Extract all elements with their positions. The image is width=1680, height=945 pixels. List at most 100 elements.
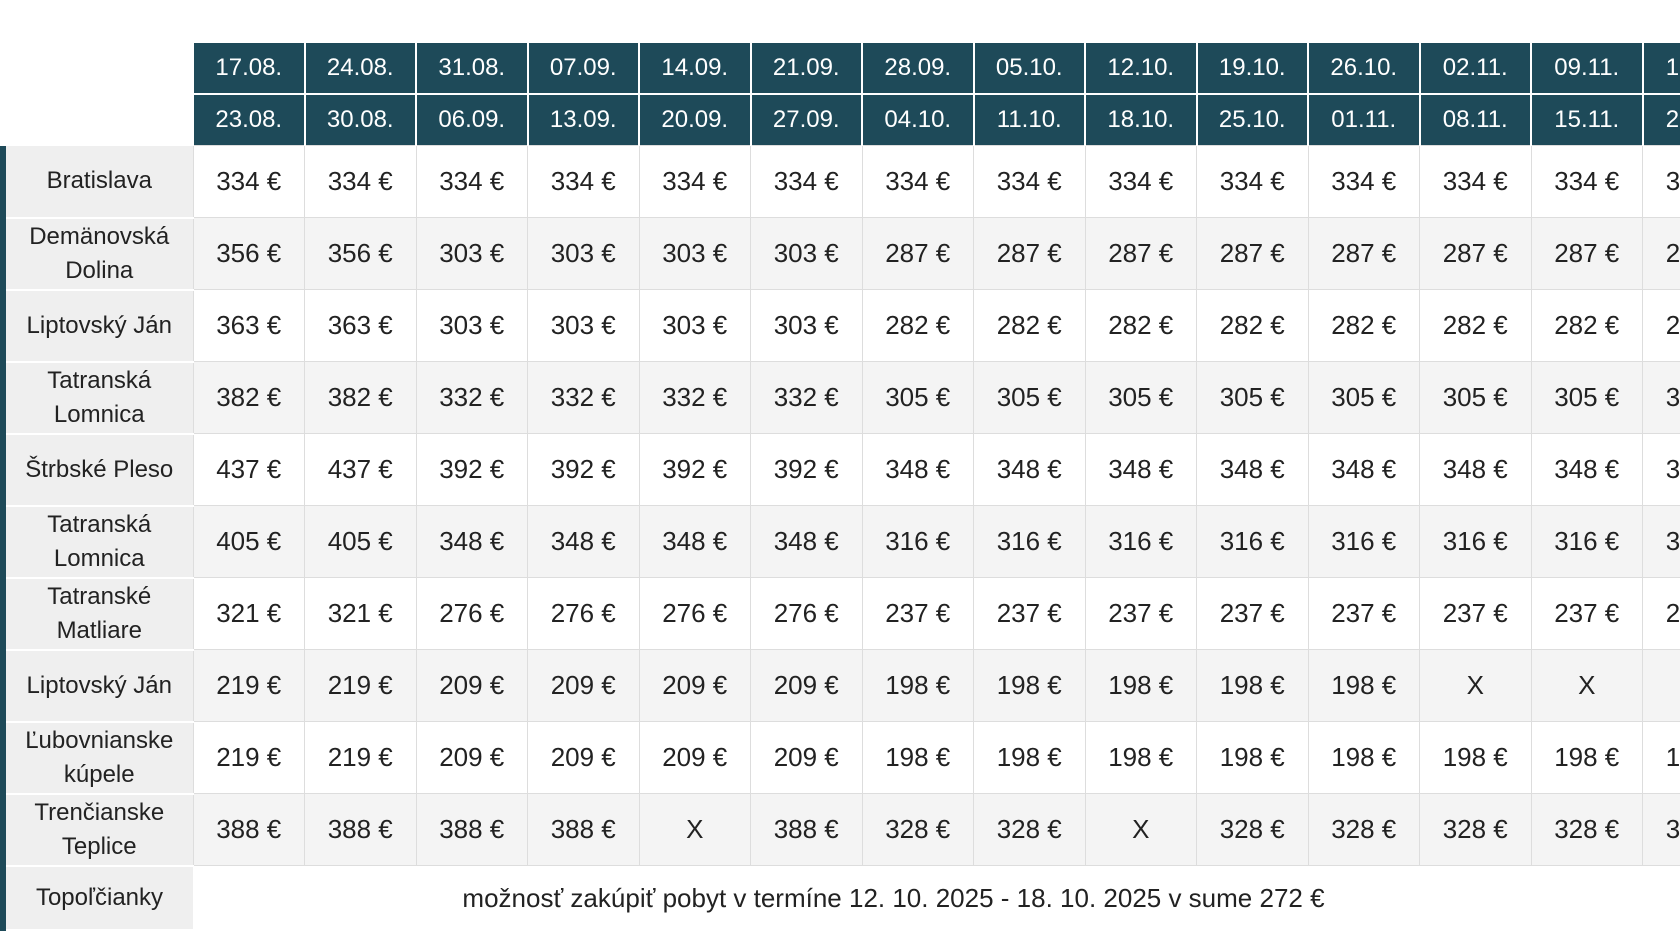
price-cell: 209 € xyxy=(527,649,640,722)
price-cell: 316 € xyxy=(1196,505,1309,578)
date-from: 16.11. xyxy=(1641,43,1680,94)
date-to: 01.11. xyxy=(1307,93,1421,146)
price-cell: 316 € xyxy=(1530,505,1643,578)
price-cell: 382 € xyxy=(304,361,417,434)
price-cell: 388 € xyxy=(750,793,863,866)
price-cell: 388 € xyxy=(527,793,640,866)
price-cell: 328 € xyxy=(973,793,1086,866)
price-cell: 334 € xyxy=(1084,145,1197,218)
price-cell: 334 € xyxy=(415,145,528,218)
price-table: 17.08. 24.08. 31.08. 07.09. 14.09. 21.09. 28.0… xyxy=(0,43,1680,931)
price-cell: 282 € xyxy=(861,289,974,362)
date-to: 06.09. xyxy=(415,93,529,146)
date-from: 17.08. xyxy=(192,43,306,94)
price-row: Liptovský Ján 219 €219 €209 €209 €209 €20… xyxy=(0,649,1680,723)
price-cell: 287 € xyxy=(1642,217,1680,290)
price-cell: 305 € xyxy=(1642,361,1680,434)
price-cell: 287 € xyxy=(973,217,1086,290)
price-cell: 332 € xyxy=(638,361,751,434)
price-cell: 392 € xyxy=(415,433,528,506)
price-cell: 382 € xyxy=(192,361,305,434)
price-cell: 209 € xyxy=(415,721,528,794)
date-from: 21.09. xyxy=(749,43,863,94)
price-cell: 348 € xyxy=(1642,433,1680,506)
price-cell: 287 € xyxy=(1084,217,1197,290)
price-cell: 316 € xyxy=(1084,505,1197,578)
price-cell: 305 € xyxy=(973,361,1086,434)
price-cell: 392 € xyxy=(750,433,863,506)
price-cell: 303 € xyxy=(750,217,863,290)
price-cell: 303 € xyxy=(638,217,751,290)
footer-note: možnosť zakúpiť pobyt v termíne 12. 10. … xyxy=(462,882,1325,913)
price-cell: 334 € xyxy=(750,145,863,218)
row-label: Liptovský Ján xyxy=(0,649,193,723)
date-from: 07.09. xyxy=(526,43,640,94)
price-row: Tatranské Matliare 321 €321 €276 €276 €27… xyxy=(0,577,1680,651)
price-cell: 348 € xyxy=(1196,433,1309,506)
price-cell: 348 € xyxy=(1084,433,1197,506)
price-cell: 348 € xyxy=(415,505,528,578)
row-label: Tatranské Matliare xyxy=(0,577,193,651)
price-cell: 348 € xyxy=(750,505,863,578)
price-cell: 348 € xyxy=(1419,433,1532,506)
price-cell: 303 € xyxy=(527,217,640,290)
price-cell: 282 € xyxy=(1307,289,1420,362)
price-cell: 437 € xyxy=(304,433,417,506)
price-cell: 198 € xyxy=(861,649,974,722)
price-cell: X xyxy=(638,793,751,866)
price-cell: 328 € xyxy=(1419,793,1532,866)
price-cell: 198 € xyxy=(1307,721,1420,794)
price-cell: 334 € xyxy=(1530,145,1643,218)
price-cell: 198 € xyxy=(1196,649,1309,722)
row-label: Bratislava xyxy=(0,145,193,219)
price-cell: 209 € xyxy=(750,649,863,722)
price-cell: 334 € xyxy=(1196,145,1309,218)
price-cell: 316 € xyxy=(1307,505,1420,578)
date-from: 24.08. xyxy=(303,43,417,94)
price-cell: 287 € xyxy=(1530,217,1643,290)
price-row: Trenčianske Teplice 388 €388 €388 €388 € X… xyxy=(0,793,1680,867)
price-cell: 276 € xyxy=(638,577,751,650)
price-cell: 237 € xyxy=(1196,577,1309,650)
price-cell: 348 € xyxy=(638,505,751,578)
row-label: Tatranská Lomnica xyxy=(0,361,193,435)
price-cell: 237 € xyxy=(861,577,974,650)
date-from: 26.10. xyxy=(1307,43,1421,94)
price-cell: 276 € xyxy=(527,577,640,650)
price-cell: 334 € xyxy=(192,145,305,218)
price-cell: 316 € xyxy=(1642,505,1680,578)
price-cell: 282 € xyxy=(973,289,1086,362)
blank-corner xyxy=(3,43,193,94)
price-cell: 305 € xyxy=(1530,361,1643,434)
price-cell: 237 € xyxy=(1530,577,1643,650)
price-cell: 219 € xyxy=(192,649,305,722)
price-cell: 363 € xyxy=(304,289,417,362)
price-cell: 209 € xyxy=(750,721,863,794)
price-cell: 348 € xyxy=(1307,433,1420,506)
price-cell: 321 € xyxy=(304,577,417,650)
price-cell: 363 € xyxy=(192,289,305,362)
date-to: 22.11. xyxy=(1641,93,1680,146)
price-cell: 219 € xyxy=(304,649,417,722)
price-cell: 303 € xyxy=(527,289,640,362)
price-cell: 237 € xyxy=(1084,577,1197,650)
price-cell: 321 € xyxy=(192,577,305,650)
price-cell: 388 € xyxy=(192,793,305,866)
price-cell: 303 € xyxy=(750,289,863,362)
row-label: Demänovská Dolina xyxy=(0,217,193,291)
price-row: Ľubovnianske kúpele 219 €219 €209 €209 €2… xyxy=(0,721,1680,795)
price-cell: X xyxy=(1084,793,1197,866)
price-cell: 332 € xyxy=(527,361,640,434)
row-label: Trenčianske Teplice xyxy=(0,793,193,867)
price-cell: 334 € xyxy=(1307,145,1420,218)
price-cell: 348 € xyxy=(973,433,1086,506)
date-to: 11.10. xyxy=(972,93,1086,146)
price-cell: 237 € xyxy=(973,577,1086,650)
date-from: 28.09. xyxy=(861,43,975,94)
date-to: 27.09. xyxy=(749,93,863,146)
price-row: Tatranská Lomnica 405 €405 €348 €348 €348… xyxy=(0,505,1680,579)
price-cell: 209 € xyxy=(638,649,751,722)
price-cell: 282 € xyxy=(1530,289,1643,362)
date-to: 15.11. xyxy=(1530,93,1644,146)
date-from: 31.08. xyxy=(415,43,529,94)
